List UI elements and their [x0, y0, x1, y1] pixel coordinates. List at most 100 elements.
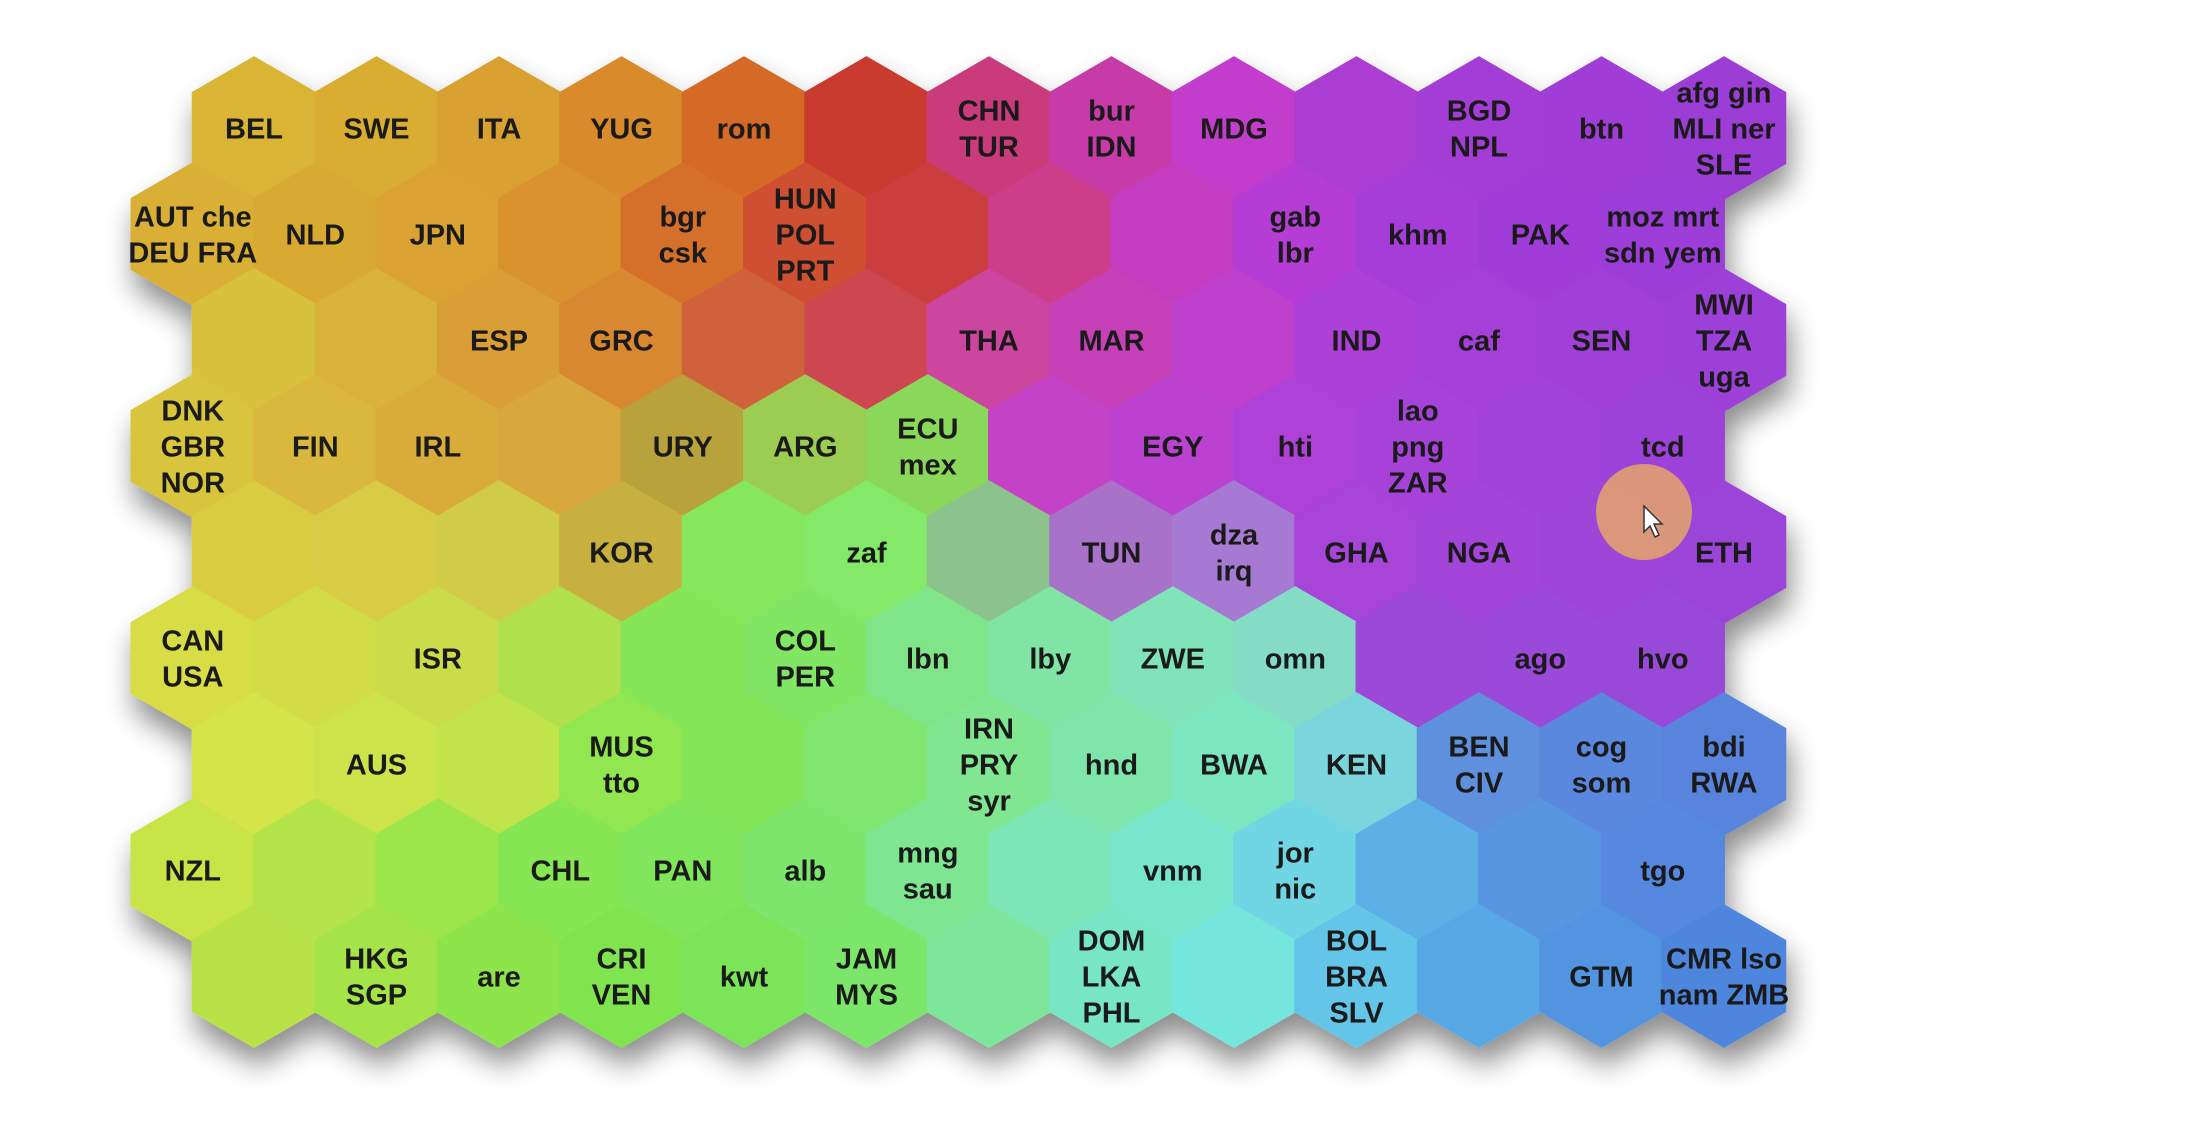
country-label: DEU FRA [128, 237, 257, 269]
country-label: LKA [1082, 961, 1142, 993]
country-label: NOR [161, 467, 226, 499]
country-label: VEN [592, 979, 652, 1011]
country-label: DNK [161, 395, 224, 427]
country-label: sau [903, 873, 953, 905]
country-label: mex [899, 449, 957, 481]
country-label: THA [959, 325, 1019, 357]
country-label: ITA [477, 113, 522, 145]
country-label: NGA [1447, 537, 1512, 569]
country-label: PAN [653, 855, 712, 887]
country-label: BWA [1200, 749, 1268, 781]
country-label: MWI [1694, 289, 1754, 321]
country-label: AUS [346, 749, 407, 781]
country-label: TUN [1082, 537, 1142, 569]
country-label: CHN [958, 95, 1021, 127]
country-label: MLI ner [1672, 113, 1775, 145]
country-label: zaf [846, 537, 887, 569]
country-label: SEN [1572, 325, 1632, 357]
country-label: JPN [410, 219, 466, 251]
country-label: SLV [1329, 997, 1384, 1029]
country-label: nam ZMB [1659, 979, 1790, 1011]
country-label: alb [784, 855, 826, 887]
country-label: ISR [414, 643, 462, 675]
country-label: moz mrt [1606, 201, 1719, 233]
country-label: NLD [285, 219, 345, 251]
country-label: uga [1698, 361, 1750, 393]
country-label: IND [1332, 325, 1382, 357]
country-label: hti [1278, 431, 1313, 463]
country-label: BEN [1448, 731, 1509, 763]
country-label: bgr [659, 201, 706, 233]
country-label: dza [1210, 519, 1259, 551]
country-label: tcd [1641, 431, 1685, 463]
country-label: lbr [1277, 237, 1314, 269]
country-label: omn [1265, 643, 1326, 675]
country-label: CAN [161, 625, 224, 657]
country-label: MYS [835, 979, 898, 1011]
country-label: IRN [964, 713, 1014, 745]
country-label: PRT [776, 255, 834, 287]
country-label: lao [1397, 395, 1439, 427]
country-label: tto [603, 767, 640, 799]
country-label: syr [967, 785, 1011, 817]
country-label: ARG [773, 431, 837, 463]
country-label: jor [1276, 837, 1314, 869]
country-label: cog [1576, 731, 1628, 763]
country-label: SLE [1696, 149, 1752, 181]
country-label: ago [1515, 643, 1567, 675]
country-label: ECU [897, 413, 958, 445]
country-label: bdi [1702, 731, 1746, 763]
country-label: MAR [1078, 325, 1144, 357]
country-label: EGY [1142, 431, 1203, 463]
country-label: BRA [1325, 961, 1388, 993]
country-label: ESP [470, 325, 528, 357]
country-label: caf [1458, 325, 1500, 357]
country-label: khm [1388, 219, 1448, 251]
country-label: CIV [1455, 767, 1504, 799]
country-label: bur [1088, 95, 1135, 127]
country-label: HKG [344, 943, 408, 975]
country-label: BGD [1447, 95, 1511, 127]
country-label: lbn [906, 643, 950, 675]
country-label: RWA [1690, 767, 1757, 799]
country-label: PAK [1511, 219, 1570, 251]
country-label: MDG [1200, 113, 1268, 145]
country-label: MUS [589, 731, 653, 763]
country-label: vnm [1143, 855, 1203, 887]
country-label: lby [1029, 643, 1071, 675]
country-label: kwt [720, 961, 769, 993]
country-label: GTM [1569, 961, 1633, 993]
country-label: GRC [589, 325, 654, 357]
country-label: KOR [589, 537, 654, 569]
country-label: GBR [161, 431, 226, 463]
country-label: USA [162, 661, 223, 693]
country-label: SWE [343, 113, 409, 145]
country-label: FIN [292, 431, 339, 463]
country-label: DOM [1078, 925, 1146, 957]
country-label: csk [659, 237, 708, 269]
hex-cell [1661, 904, 1787, 1048]
country-label: gab [1270, 201, 1322, 233]
country-label: ETH [1695, 537, 1753, 569]
country-label: PRY [960, 749, 1019, 781]
country-label: hvo [1637, 643, 1689, 675]
country-label: PER [775, 661, 835, 693]
country-label: som [1572, 767, 1632, 799]
country-label: irq [1215, 555, 1252, 587]
country-label: JAM [836, 943, 897, 975]
country-label: are [477, 961, 521, 993]
country-label: ZAR [1388, 467, 1448, 499]
country-label: CRI [597, 943, 647, 975]
country-label: btn [1579, 113, 1624, 145]
mouse-pointer-icon [1643, 504, 1664, 539]
country-label: TZA [1696, 325, 1752, 357]
country-label: GHA [1324, 537, 1389, 569]
country-label: afg gin [1676, 77, 1771, 109]
country-label: TUR [959, 131, 1019, 163]
country-label: CMR lso [1666, 943, 1782, 975]
country-label: rom [717, 113, 772, 145]
country-label: POL [775, 219, 835, 251]
country-label: tgo [1640, 855, 1685, 887]
